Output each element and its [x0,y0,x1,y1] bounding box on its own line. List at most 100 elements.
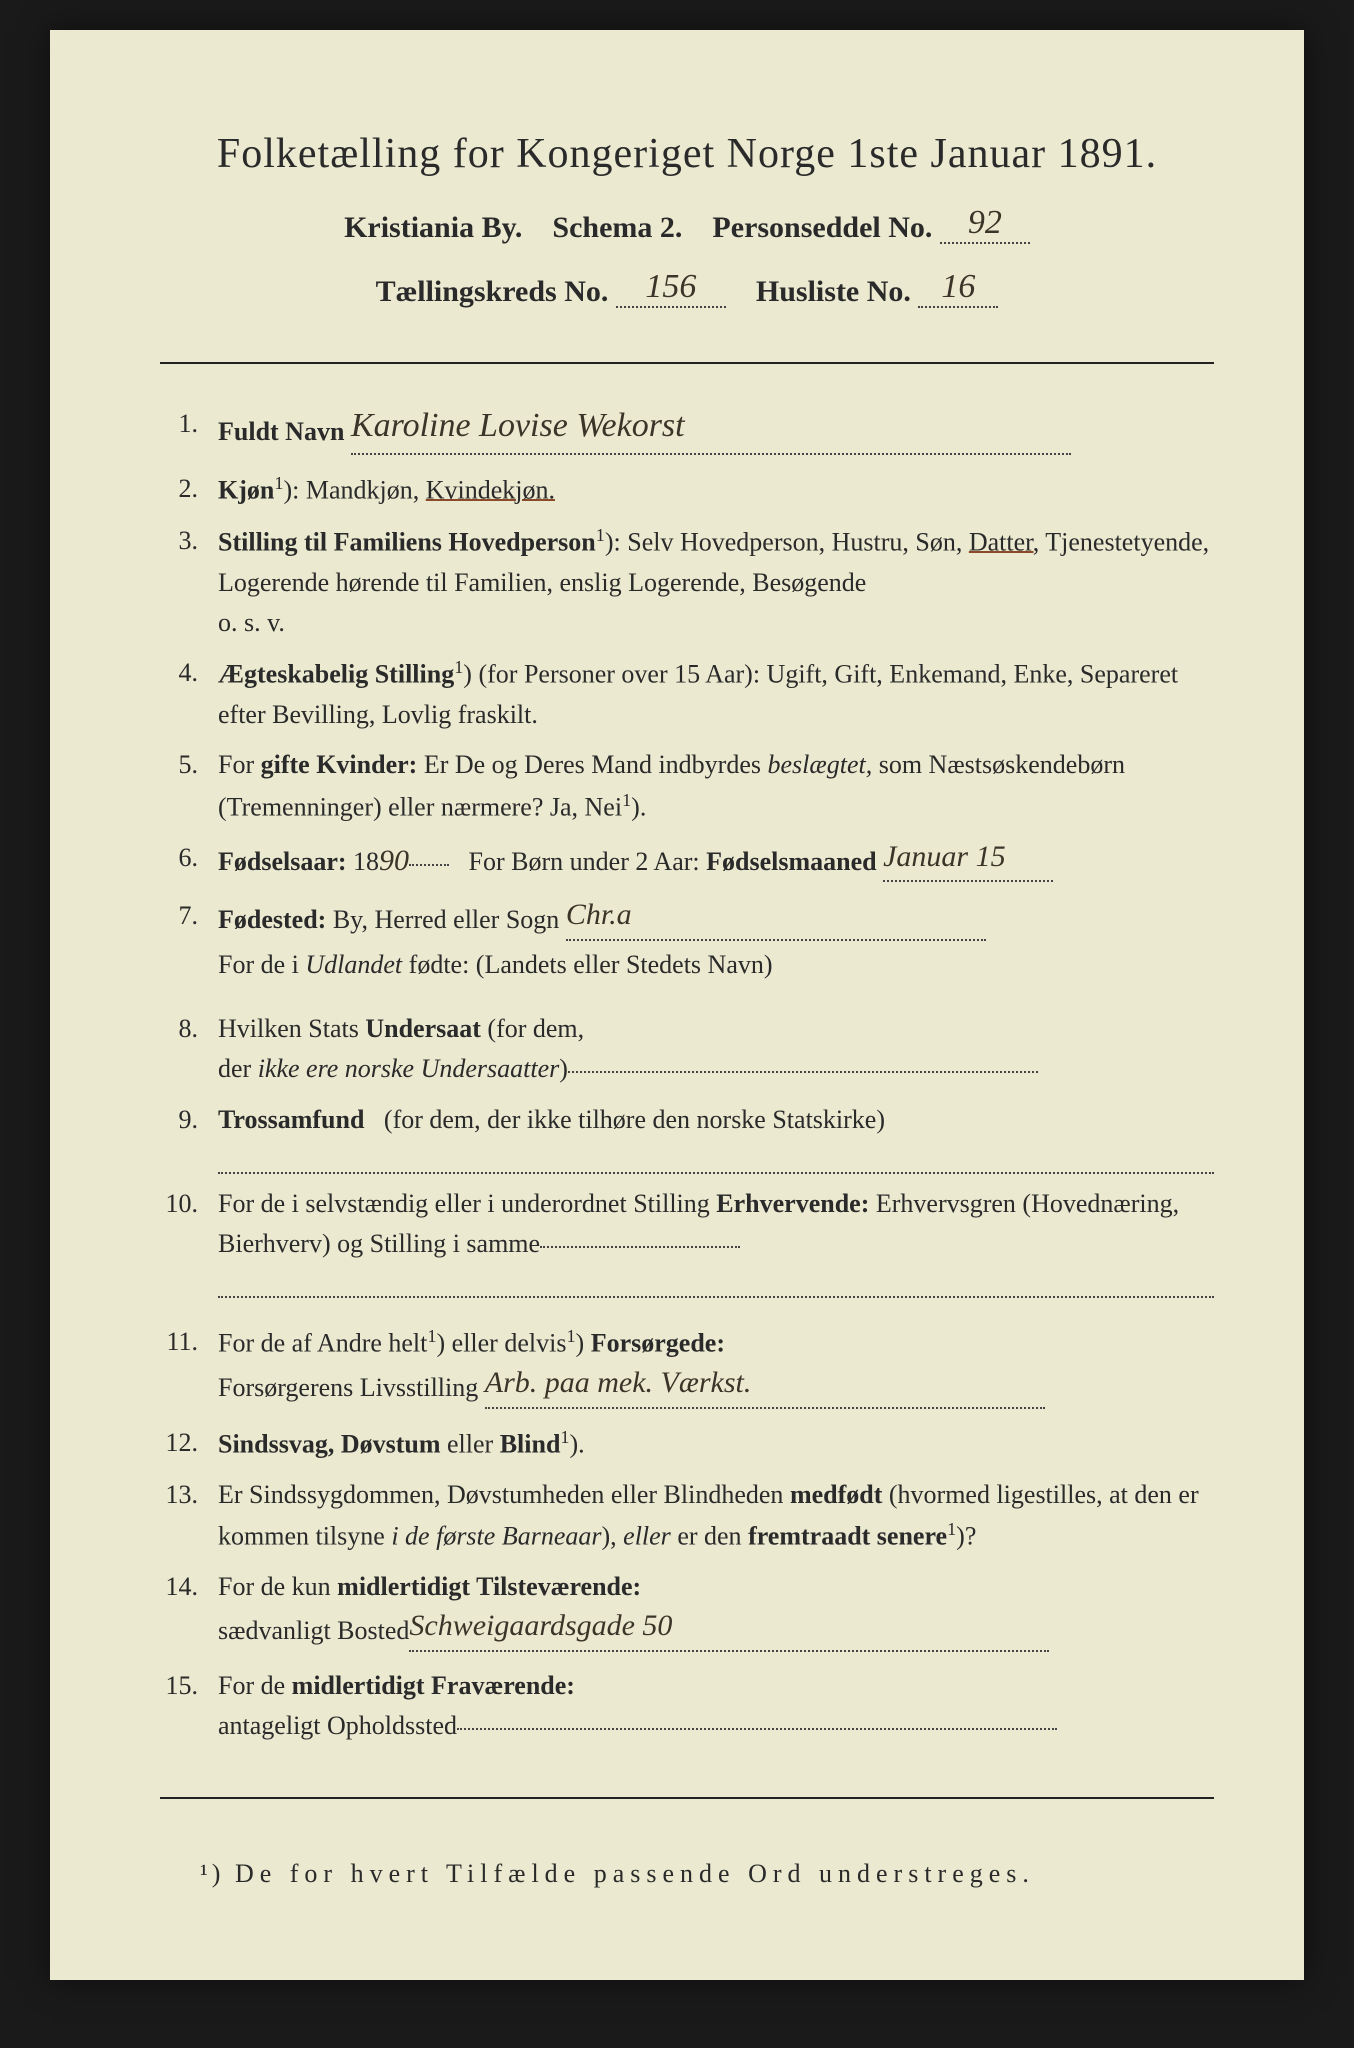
item-15: 15. For de midlertidigt Fraværende: anta… [164,1666,1214,1747]
item-2: 2. Kjøn1): Mandkjøn, Kvindekjøn. [164,469,1214,511]
subtitle-line-2: Tællingskreds No. 156 Husliste No. 16 [160,272,1214,312]
item-11-l2: Forsørgerens Livsstilling [218,1373,478,1402]
schema-label: Schema 2. [552,211,682,244]
item-num: 4. [164,653,218,735]
item-num: 1. [164,404,218,459]
item-7-l2b: fødte: (Landets eller Stedets Navn) [409,950,773,979]
item-13-lb: fremtraadt senere [748,1522,947,1551]
item-13-c: ), [601,1522,616,1551]
item-num: 12. [164,1423,218,1465]
city-label: Kristiania By. [344,211,522,244]
item-num: 14. [164,1567,218,1656]
item-14: 14. For de kun midlertidigt Tilsteværend… [164,1567,1214,1656]
item-15-label: midlertidigt Fraværende: [292,1671,575,1700]
kreds-no: 156 [645,268,696,305]
item-5-a: For [218,750,254,779]
item-3-text-c: o. s. v. [218,608,285,637]
item-13-em2: eller [623,1522,671,1551]
dotted-line [218,1272,1214,1298]
item-3: 3. Stilling til Familiens Hovedperson1):… [164,521,1214,644]
footnote-marker: ¹) [200,1859,224,1888]
item-10-label: Erhvervende: [716,1189,869,1218]
item-num: 5. [164,745,218,827]
item-5-text: Er De og Deres Mand indbyrdes [424,750,761,779]
item-11: 11. For de af Andre helt1) eller delvis1… [164,1322,1214,1412]
item-num: 8. [164,1009,218,1090]
item-13-la: medfødt [790,1480,882,1509]
item-15-l2: antageligt Opholdssted [218,1711,457,1740]
item-8-l2: der [218,1054,251,1083]
item-num: 7. [164,896,218,985]
item-9-label: Trossamfund [218,1105,364,1134]
divider-top [160,362,1214,364]
item-6-label-b: Fødselsmaaned [706,847,876,876]
husliste-no: 16 [941,268,975,305]
form-items: 1. Fuldt Navn Karoline Lovise Wekorst 2.… [160,404,1214,1747]
item-7-label: Fødested: [218,905,326,934]
divider-bottom [160,1797,1214,1799]
item-14-label: midlertidigt Tilsteværende: [337,1572,641,1601]
item-12-text: eller [447,1430,493,1459]
item-12-label: Sindssvag, Døvstum [218,1430,441,1459]
kreds-label: Tællingskreds No. [376,275,609,308]
item-5-b: gifte Kvinder: [261,750,418,779]
item-3-label: Stilling til Familiens Hovedperson [218,527,596,556]
item-1: 1. Fuldt Navn Karoline Lovise Wekorst [164,404,1214,459]
item-2-text: Mandkjøn, [306,475,419,504]
item-8-a: Hvilken Stats [218,1014,359,1043]
item-14-l2: sædvanligt Bosted [218,1616,409,1645]
item-4-paren: (for Personer over 15 Aar): [478,660,760,689]
item-11-mid: eller delvis [452,1329,567,1358]
item-6-month: Januar 15 [883,840,1006,873]
item-13: 13. Er Sindssygdommen, Døvstumheden elle… [164,1475,1214,1557]
item-6-label: Fødselsaar: [218,847,347,876]
item-4-label: Ægteskabelig Stilling [218,660,454,689]
item-num: 15. [164,1666,218,1747]
item-7-value: Chr.a [566,898,632,931]
item-7-text: By, Herred eller Sogn [333,905,559,934]
item-5-em: beslægtet, [768,750,873,779]
subtitle-line-1: Kristiania By. Schema 2. Personseddel No… [160,208,1214,248]
item-4: 4. Ægteskabelig Stilling1) (for Personer… [164,653,1214,735]
personseddel-no: 92 [968,204,1002,241]
item-6: 6. Fødselsaar: 1890 For Børn under 2 Aar… [164,838,1214,887]
item-num: 13. [164,1475,218,1557]
item-14-value: Schweigaardsgade 50 [409,1609,672,1642]
item-13-d: er den [677,1522,741,1551]
item-8-b: (for dem, [487,1014,584,1043]
item-6-year: 90 [379,844,409,877]
item-3-text-a: Selv Hovedperson, Hustru, Søn, [627,527,962,556]
item-num: 9. [164,1100,218,1174]
item-12-label-b: Blind [500,1430,561,1459]
item-5: 5. For gifte Kvinder: Er De og Deres Man… [164,745,1214,827]
item-11-value: Arb. paa mek. Værkst. [485,1366,752,1399]
item-7-l2em: Udlandet [305,950,402,979]
item-1-label: Fuldt Navn [218,417,344,446]
item-10: 10. For de i selvstændig eller i underor… [164,1184,1214,1299]
footnote-text: De for hvert Tilfælde passende Ord under… [235,1859,1035,1888]
item-15-a: For de [218,1671,285,1700]
footnote: ¹) De for hvert Tilfælde passende Ord un… [160,1859,1214,1889]
item-13-a: Er Sindssygdommen, Døvstumheden eller Bl… [218,1480,783,1509]
item-10-a: For de i selvstændig eller i underordnet… [218,1189,710,1218]
item-12: 12. Sindssvag, Døvstum eller Blind1). [164,1423,1214,1465]
main-title: Folketælling for Kongeriget Norge 1ste J… [160,130,1214,178]
item-3-underlined: Datter, [969,527,1039,556]
item-2-label: Kjøn [218,475,274,504]
item-num: 2. [164,469,218,511]
item-7: 7. Fødested: By, Herred eller Sogn Chr.a… [164,896,1214,985]
item-num: 3. [164,521,218,644]
item-13-em: i de første Barneaar [391,1522,601,1551]
item-num: 10. [164,1184,218,1299]
item-8: 8. Hvilken Stats Undersaat (for dem, der… [164,1009,1214,1090]
item-1-value: Karoline Lovise Wekorst [351,407,685,444]
item-num: 11. [164,1322,218,1412]
item-6-mid: For Børn under 2 Aar: [469,847,700,876]
item-8-l2em: ikke ere norske Undersaatter [258,1054,560,1083]
census-form-page: Folketælling for Kongeriget Norge 1ste J… [50,30,1304,1980]
item-14-a: For de kun [218,1572,331,1601]
dotted-line [218,1148,1214,1174]
item-6-prefix: 18 [353,847,379,876]
personseddel-label: Personseddel No. [712,211,932,244]
item-7-l2a: For de i [218,950,299,979]
